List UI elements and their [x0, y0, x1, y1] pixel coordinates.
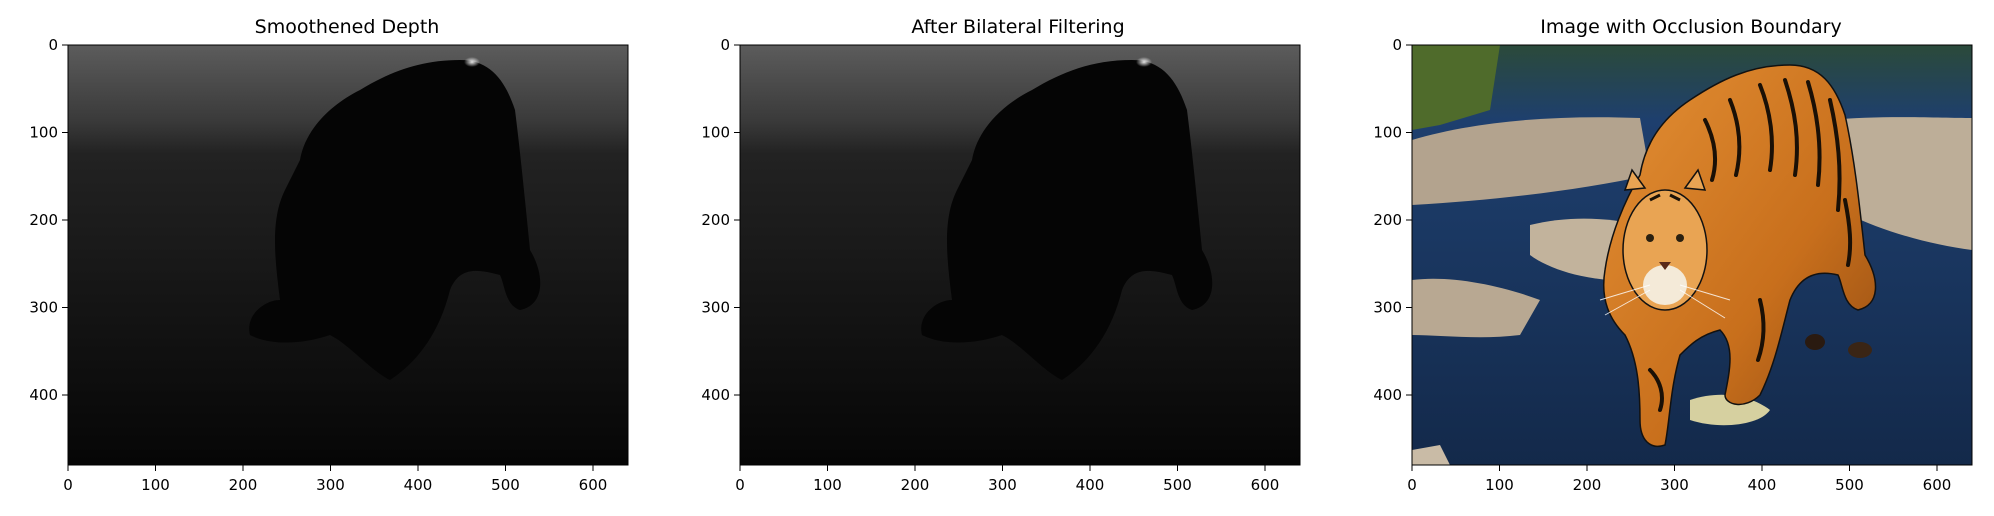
x-tick-label: 0 [63, 476, 73, 494]
y-tick-label: 400 [29, 386, 58, 404]
tiger-face [1599, 168, 1731, 319]
y-tick-label: 200 [701, 211, 730, 229]
panel-1: Smoothened Depth 0 100 200 300 400 500 600 0 10… [29, 16, 629, 494]
x-tick-label: 500 [1835, 476, 1864, 494]
depth-map-image [67, 44, 629, 466]
x-tick-label: 600 [579, 476, 608, 494]
x-axis: 0 100 200 300 400 500 600 [1407, 465, 1951, 494]
tiger-body [1603, 64, 1877, 447]
y-tick-label: 0 [1392, 36, 1402, 54]
tiger-photo-image [1411, 44, 1973, 466]
y-tick-label: 400 [1373, 386, 1402, 404]
y-tick-label: 0 [720, 36, 730, 54]
filtered-depth-map-image [739, 44, 1301, 466]
y-tick-label: 300 [1373, 299, 1402, 317]
x-axis: 0 100 200 300 400 500 600 [735, 465, 1279, 494]
x-axis: 0 100 200 300 400 500 600 [63, 465, 607, 494]
y-tick-label: 100 [701, 124, 730, 142]
y-tick-label: 100 [1373, 124, 1402, 142]
x-tick-label: 500 [491, 476, 520, 494]
x-tick-label: 0 [735, 476, 745, 494]
x-tick-label: 100 [1485, 476, 1514, 494]
rock [1412, 278, 1540, 338]
x-tick-label: 100 [813, 476, 842, 494]
y-tick-label: 300 [29, 299, 58, 317]
y-tick-label: 400 [701, 386, 730, 404]
x-tick-label: 500 [1163, 476, 1192, 494]
x-tick-label: 100 [141, 476, 170, 494]
panel-title: Image with Occlusion Boundary [1540, 16, 1841, 38]
x-tick-label: 300 [1660, 476, 1689, 494]
y-axis: 0 100 200 300 400 [29, 36, 68, 404]
x-tick-label: 200 [901, 476, 930, 494]
tiger-silhouette [921, 60, 1213, 380]
grass-area [1412, 45, 1500, 130]
rock [1412, 445, 1450, 465]
x-tick-label: 300 [988, 476, 1017, 494]
tiger-silhouette [249, 60, 541, 380]
panel-title: Smoothened Depth [255, 16, 440, 38]
x-tick-label: 300 [316, 476, 345, 494]
rock [1830, 117, 1972, 250]
y-axis: 0 100 200 300 400 [701, 36, 740, 404]
x-tick-label: 400 [1076, 476, 1105, 494]
panel-3: Image with Occlusion Boundary [1373, 16, 1973, 494]
x-tick-label: 600 [1923, 476, 1952, 494]
x-tick-label: 400 [1748, 476, 1777, 494]
x-tick-label: 600 [1251, 476, 1280, 494]
x-tick-label: 200 [1573, 476, 1602, 494]
y-tick-label: 200 [29, 211, 58, 229]
stone [1848, 342, 1872, 358]
y-tick-label: 200 [1373, 211, 1402, 229]
y-tick-label: 0 [48, 36, 58, 54]
y-axis: 0 100 200 300 400 [1373, 36, 1412, 404]
x-tick-label: 200 [229, 476, 258, 494]
panel-title: After Bilateral Filtering [911, 16, 1124, 38]
x-tick-label: 400 [404, 476, 433, 494]
y-tick-label: 300 [701, 299, 730, 317]
panel-2: After Bilateral Filtering 0 100 200 300 400 5… [701, 16, 1301, 494]
y-tick-label: 100 [29, 124, 58, 142]
rock [1412, 117, 1650, 205]
stone [1805, 334, 1825, 350]
x-tick-label: 0 [1407, 476, 1417, 494]
tiger-stripes [1648, 78, 1853, 412]
